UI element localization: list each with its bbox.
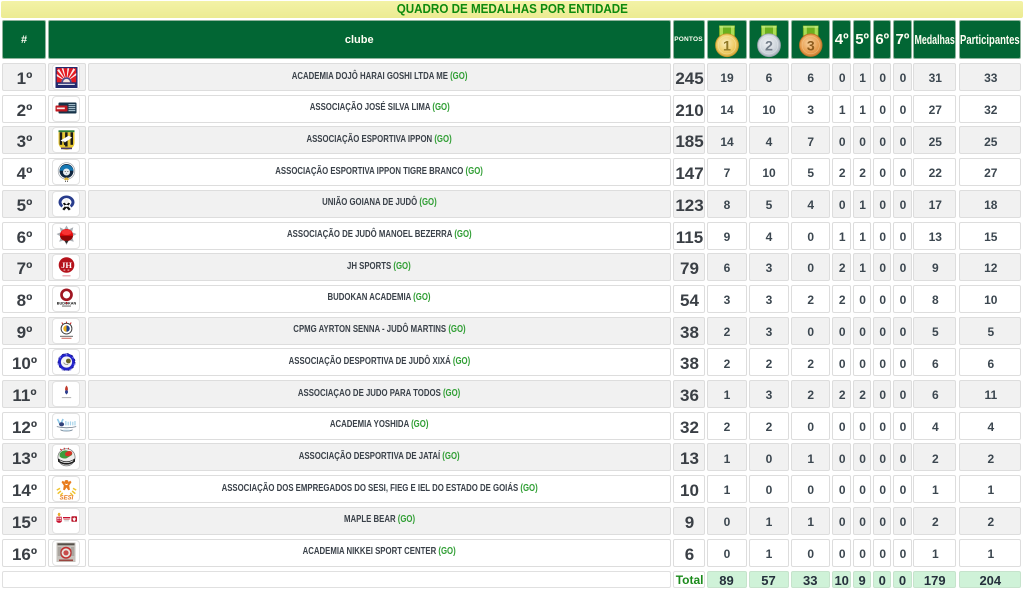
svg-text:1: 1	[723, 38, 731, 54]
svg-text:SESI: SESI	[59, 495, 73, 500]
svg-text:2: 2	[765, 38, 773, 54]
svg-text:JH: JH	[61, 260, 72, 270]
svg-text:3: 3	[806, 37, 814, 53]
